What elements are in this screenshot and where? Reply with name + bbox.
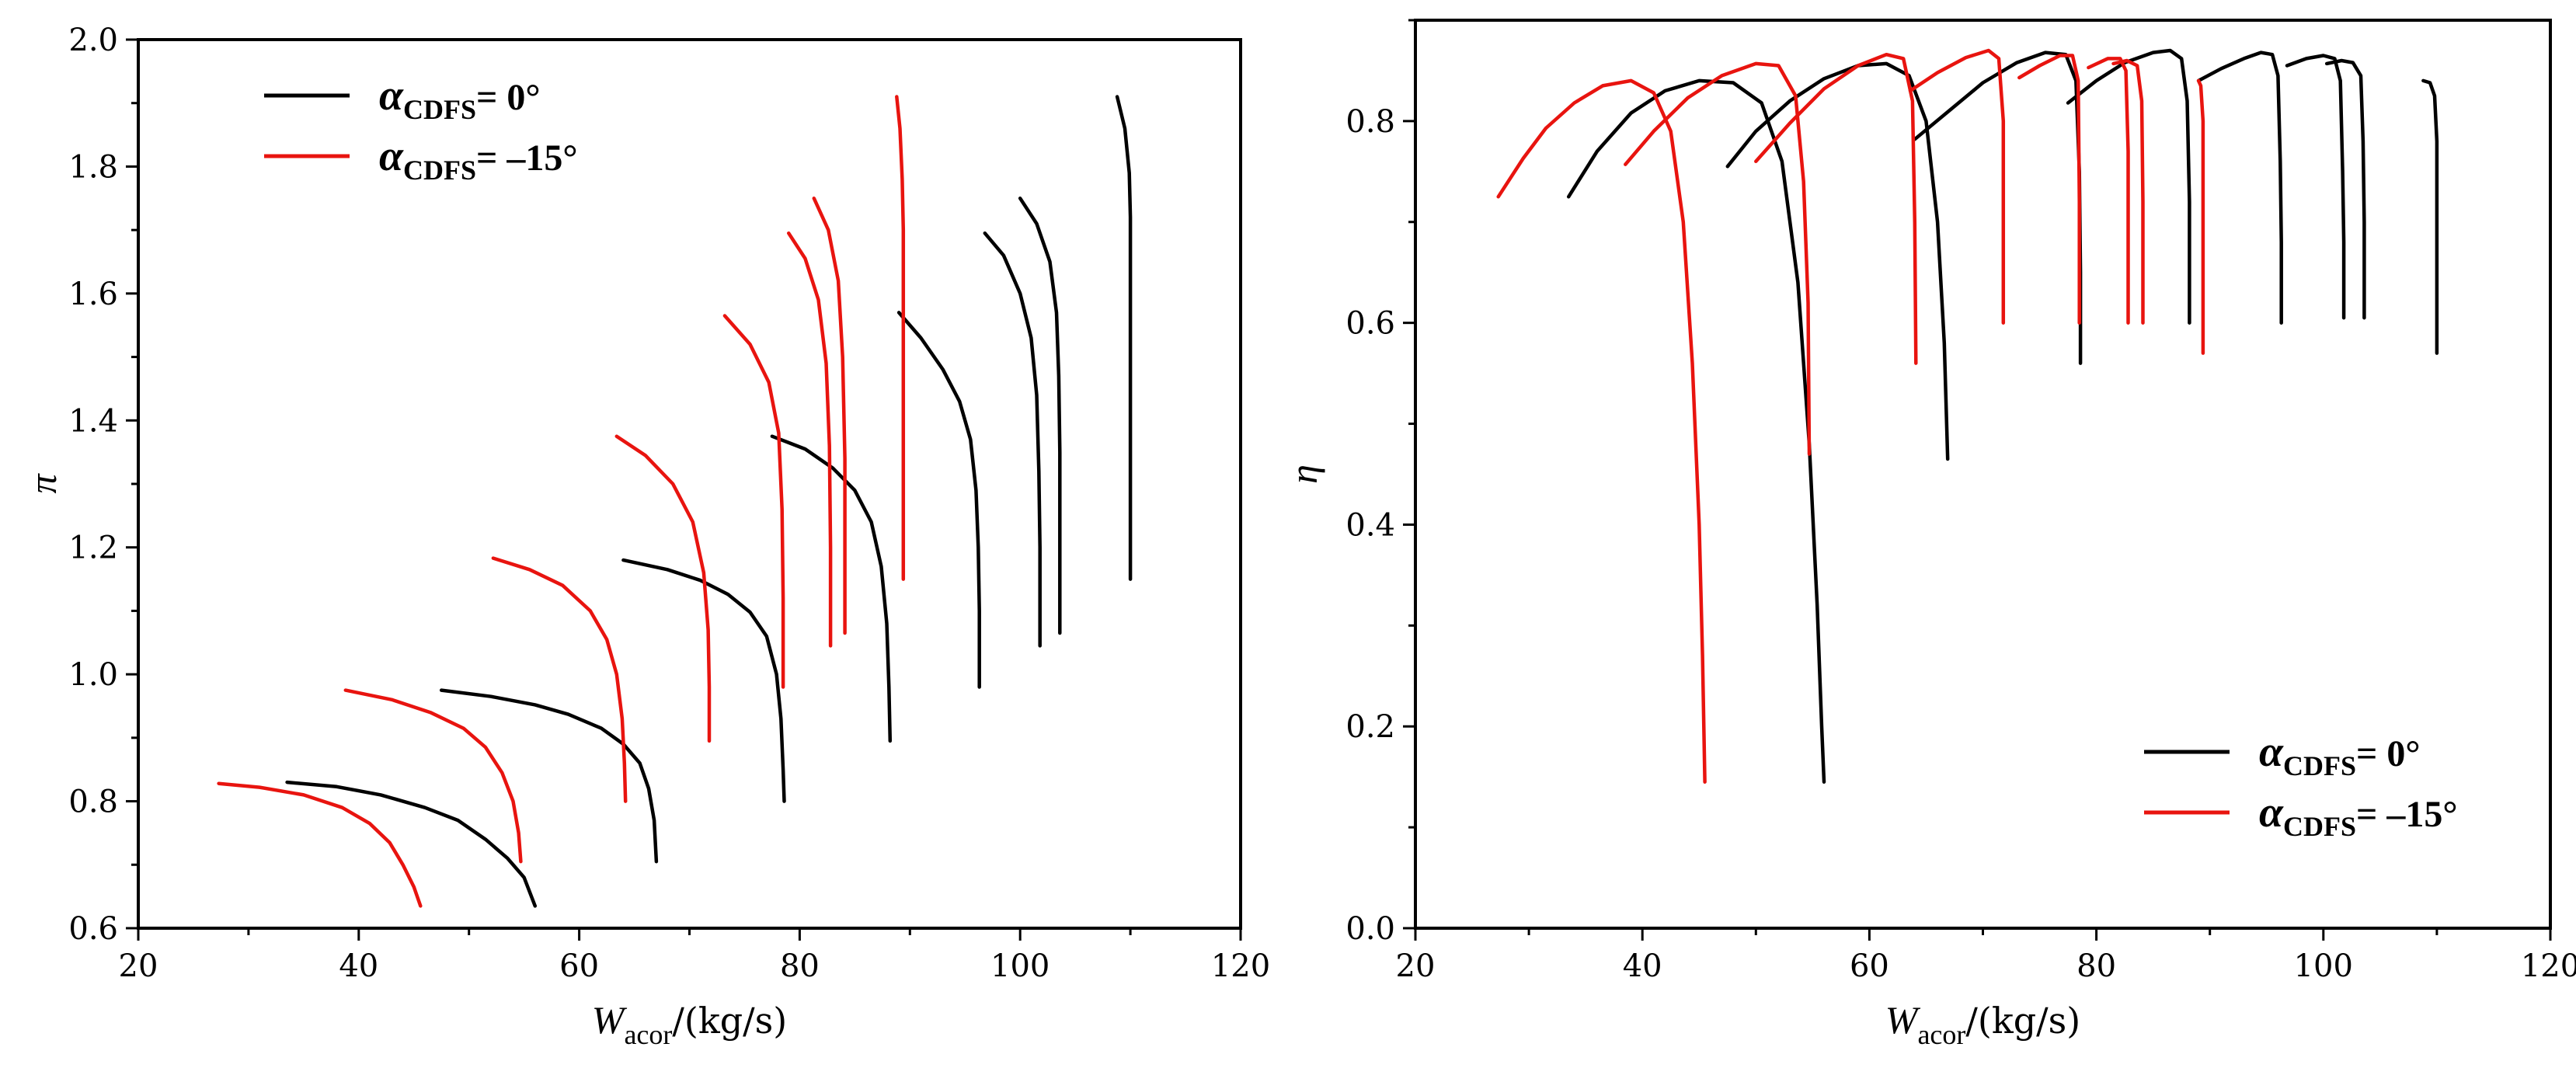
curve-alpha-minus15-14 bbox=[812, 197, 847, 635]
curve-alpha-minus15-8 bbox=[1496, 78, 1707, 784]
curve-alpha-0-0 bbox=[1566, 78, 1826, 784]
y-axis-label: π bbox=[21, 473, 64, 494]
curve-alpha-minus15-12 bbox=[722, 314, 785, 689]
x-tick-label: 60 bbox=[559, 948, 599, 984]
curve-alpha-0-5 bbox=[2285, 54, 2346, 320]
y-tick-label: 0.8 bbox=[1345, 104, 1395, 140]
x-tick-label: 40 bbox=[1623, 948, 1662, 984]
x-tick-label: 100 bbox=[990, 948, 1050, 984]
curve-alpha-0-7 bbox=[1115, 95, 1133, 581]
curve-alpha-0-3 bbox=[770, 434, 893, 743]
curve-alpha-0-3 bbox=[2066, 48, 2191, 325]
y-tick-label: 1.2 bbox=[68, 531, 118, 566]
x-tick-label: 20 bbox=[119, 948, 158, 984]
curve-alpha-0-5 bbox=[983, 231, 1042, 648]
x-tick-label: 100 bbox=[2294, 948, 2353, 984]
legend: αCDFS= 0° αCDFS= –15° bbox=[264, 71, 578, 186]
x-tick-label: 120 bbox=[2521, 948, 2576, 984]
curve-alpha-0-2 bbox=[621, 558, 786, 803]
x-tick-label: 60 bbox=[1850, 948, 1889, 984]
curve-alpha-0-4 bbox=[2196, 50, 2283, 325]
curve-alpha-0-1 bbox=[1725, 61, 1950, 461]
plot-frame bbox=[1414, 19, 2552, 930]
curve-alpha-minus15-15 bbox=[2196, 78, 2205, 355]
curve-alpha-0-2 bbox=[1913, 50, 2083, 365]
y-tick-label: 0.8 bbox=[68, 785, 118, 820]
y-tick-label: 0.2 bbox=[1345, 709, 1395, 745]
legend-entry: αCDFS= 0° bbox=[379, 71, 541, 125]
curve-alpha-minus15-11 bbox=[614, 434, 712, 743]
x-tick-label: 40 bbox=[339, 948, 378, 984]
y-tick-label: 1.0 bbox=[68, 657, 118, 693]
curve-alpha-minus15-14 bbox=[2111, 58, 2145, 325]
x-tick-label: 80 bbox=[2076, 948, 2116, 984]
x-tick-label: 20 bbox=[1396, 948, 1436, 984]
y-tick-label: 0.6 bbox=[1345, 306, 1395, 342]
curve-alpha-0-6 bbox=[1018, 197, 1062, 635]
curve-alpha-minus15-10 bbox=[491, 556, 628, 803]
legend: αCDFS= 0° αCDFS= –15° bbox=[2144, 728, 2458, 842]
curve-alpha-minus15-8 bbox=[217, 781, 423, 908]
curve-alpha-minus15-9 bbox=[1624, 61, 1812, 456]
legend-entry: αCDFS= –15° bbox=[2259, 788, 2458, 842]
x-tick-label: 80 bbox=[780, 948, 820, 984]
y-tick-label: 1.6 bbox=[68, 277, 118, 312]
y-tick-label: 1.4 bbox=[68, 403, 118, 439]
x-axis-label: Wacor/(kg/s) bbox=[592, 998, 787, 1050]
curve-alpha-minus15-10 bbox=[1754, 52, 1918, 365]
curve-alpha-minus15-9 bbox=[343, 688, 523, 864]
legend-entry: αCDFS= 0° bbox=[2259, 728, 2421, 781]
pressure-ratio-chart: 20 40 60 80 100 120 0.6 0.8 1.0 1.2 1.4 1.6 1.8 2.0 Wa… bbox=[21, 23, 1270, 1050]
curve-alpha-minus15-12 bbox=[2017, 54, 2081, 325]
curve-alpha-minus15-15 bbox=[895, 95, 906, 581]
x-axis-label: Wacor/(kg/s) bbox=[1885, 998, 2080, 1050]
y-tick-label: 0.0 bbox=[1345, 911, 1395, 947]
curve-alpha-minus15-13 bbox=[786, 231, 833, 648]
curve-alpha-0-0 bbox=[285, 780, 538, 908]
x-tick-label: 120 bbox=[1211, 948, 1270, 984]
curve-alpha-minus15-11 bbox=[1908, 48, 2006, 325]
y-tick-label: 1.8 bbox=[68, 149, 118, 185]
legend-entry: αCDFS= –15° bbox=[379, 132, 578, 186]
y-axis-label: η bbox=[1282, 464, 1325, 484]
curve-alpha-0-6 bbox=[2324, 58, 2366, 320]
y-tick-label: 2.0 bbox=[68, 23, 118, 58]
curve-alpha-0-4 bbox=[896, 311, 981, 689]
curve-alpha-0-7 bbox=[2421, 78, 2439, 355]
y-tick-label: 0.4 bbox=[1345, 507, 1395, 543]
curve-alpha-minus15-13 bbox=[2087, 57, 2130, 325]
curve-alpha-0-1 bbox=[439, 688, 659, 864]
y-tick-label: 0.6 bbox=[68, 911, 118, 947]
efficiency-chart: 20 40 60 80 100 120 0.0 0.2 0.4 0.6 0.8 Wacor/(kg/s… bbox=[1282, 19, 2576, 1050]
